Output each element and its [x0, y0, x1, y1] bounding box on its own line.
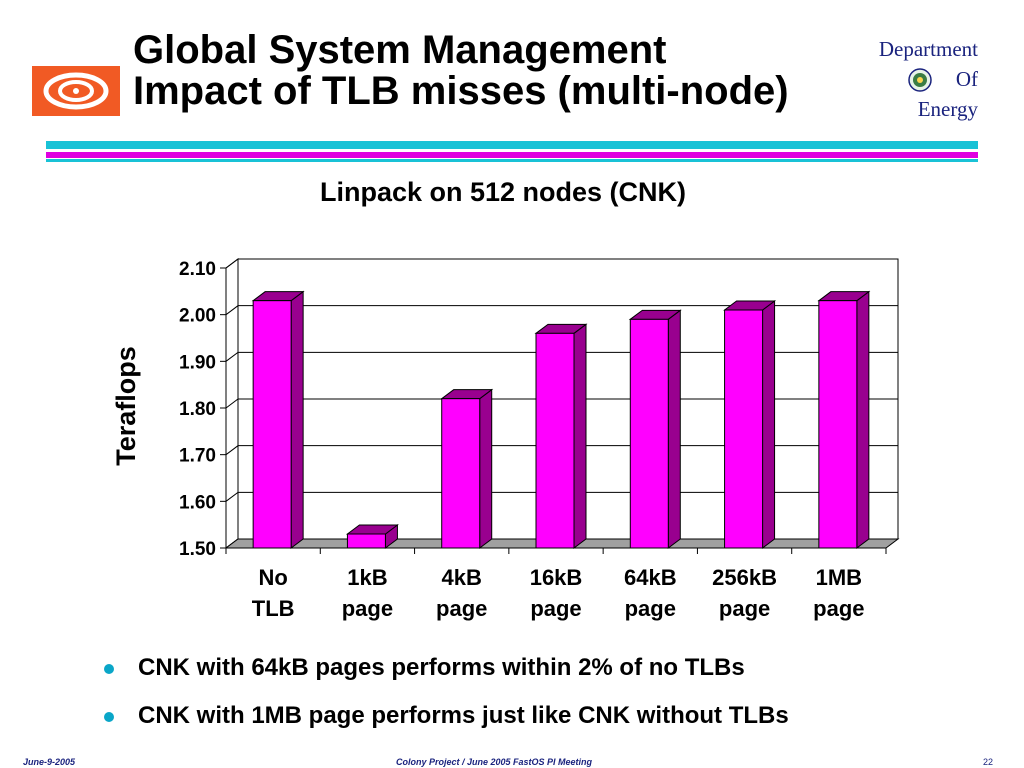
bullet-dot-icon — [104, 664, 114, 674]
chart-title: Linpack on 512 nodes (CNK) — [320, 177, 686, 207]
bullet-item: CNK with 1MB page performs just like CNK… — [104, 703, 789, 751]
bar-series — [251, 290, 871, 549]
x-tick-label-line: page — [719, 596, 770, 621]
doe-seal-icon — [908, 68, 932, 92]
x-tick-label: 1kB page — [342, 565, 393, 621]
x-tick-label-line: 1kB — [347, 565, 387, 590]
x-tick-label: No TLB — [252, 565, 295, 621]
doe-logo: Department Of Energy — [858, 34, 978, 124]
bar-side — [667, 309, 681, 549]
x-tick-label: 256kB page — [712, 565, 777, 621]
x-tick-label-line: page — [342, 596, 393, 621]
gridline — [225, 258, 898, 269]
bullet-list: CNK with 64kB pages performs within 2% o… — [104, 655, 789, 751]
bar — [534, 323, 588, 549]
doe-text-of: Of — [955, 67, 978, 91]
bar-side — [479, 388, 493, 549]
bar-front — [252, 300, 292, 549]
bar-front — [818, 300, 858, 549]
bar — [251, 290, 305, 549]
x-tick-label-line: 16kB — [530, 565, 583, 590]
x-tick-label-line: page — [436, 596, 487, 621]
x-tick-label: 64kB page — [624, 565, 677, 621]
y-tick-labels: 1.50 1.60 1.70 1.80 1.90 2.00 2.10 — [179, 259, 226, 560]
gridline — [225, 305, 898, 316]
x-tick-label-line: TLB — [252, 596, 295, 621]
y-tick-label: 1.80 — [179, 399, 216, 420]
x-tick-label-line: No — [258, 565, 287, 590]
divider-cyan-top — [46, 141, 978, 149]
x-tick-label-line: 256kB — [712, 565, 777, 590]
y-axis-label: Teraflops — [111, 346, 141, 466]
bar — [440, 388, 494, 549]
bar-front — [535, 332, 575, 549]
doe-text-department: Department — [878, 37, 978, 61]
teraflops-bar-chart: 1.50 1.60 1.70 1.80 1.90 2.00 2.10 No TLB 1kB pag… — [111, 177, 900, 621]
x-tick-label-line: page — [625, 596, 676, 621]
bar-front — [724, 309, 764, 549]
x-tick-label-line: 64kB — [624, 565, 677, 590]
bullet-text: CNK with 1MB page performs just like CNK… — [138, 702, 789, 729]
title-divider — [46, 141, 978, 162]
y-tick-label: 2.00 — [179, 306, 216, 327]
slide-title: Global System Management Impact of TLB m… — [133, 30, 789, 112]
footer-meeting: Colony Project / June 2005 FastOS PI Mee… — [396, 757, 593, 767]
x-tick-label: 1MB page — [813, 565, 864, 621]
bar-side — [290, 290, 304, 549]
bar — [345, 524, 399, 549]
x-tick-label: 16kB page — [530, 565, 583, 621]
y-tick-label: 1.60 — [179, 492, 216, 513]
bar-side — [762, 300, 776, 549]
y-tick-label: 1.90 — [179, 352, 216, 373]
divider-magenta — [46, 152, 978, 158]
y-tick-label: 2.10 — [179, 259, 216, 280]
x-tick-label: 4kB page — [436, 565, 487, 621]
bullet-dot-icon — [104, 712, 114, 722]
x-tick-label-line: 4kB — [442, 565, 482, 590]
bar — [723, 300, 777, 549]
x-tick-label-line: 1MB — [816, 565, 862, 590]
bar-front — [441, 398, 481, 549]
bar — [628, 309, 682, 549]
bar-side — [573, 323, 587, 549]
divider-cyan-bottom — [46, 159, 978, 162]
bar-front — [346, 533, 386, 549]
bar — [817, 290, 871, 549]
x-tick-label-line: page — [530, 596, 581, 621]
bar-front — [629, 318, 669, 549]
y-tick-label: 1.50 — [179, 539, 216, 560]
title-line-2: Impact of TLB misses (multi-node) — [133, 69, 789, 113]
bar-side — [856, 290, 870, 549]
y-tick-label: 1.70 — [179, 446, 216, 467]
footer-date: June-9-2005 — [23, 757, 76, 767]
footer-page-number: 22 — [983, 757, 994, 767]
x-tick-label-line: page — [813, 596, 864, 621]
bullet-text: CNK with 64kB pages performs within 2% o… — [138, 654, 745, 681]
doe-text-energy: Energy — [917, 97, 978, 121]
bullet-item: CNK with 64kB pages performs within 2% o… — [104, 655, 789, 703]
colony-logo — [32, 66, 120, 116]
title-line-1: Global System Management — [133, 28, 667, 72]
